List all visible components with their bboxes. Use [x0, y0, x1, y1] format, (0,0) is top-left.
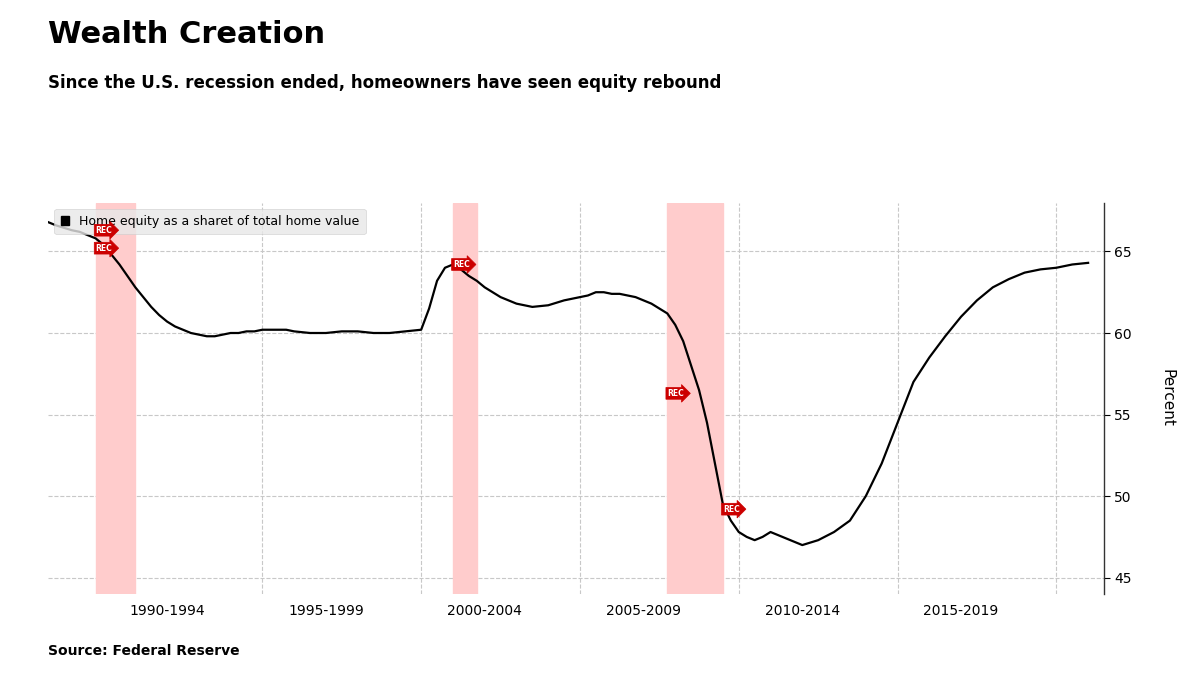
Bar: [452, 202, 476, 594]
Text: REC: REC: [667, 389, 684, 398]
Text: REC: REC: [96, 225, 113, 235]
Text: Source: Federal Reserve: Source: Federal Reserve: [48, 644, 240, 658]
Text: Since the U.S. recession ended, homeowners have seen equity rebound: Since the U.S. recession ended, homeowne…: [48, 74, 721, 92]
Bar: [667, 202, 722, 594]
Text: REC: REC: [452, 260, 469, 269]
Text: REC: REC: [96, 244, 113, 252]
Legend: Home equity as a sharet of total home value: Home equity as a sharet of total home va…: [54, 209, 366, 234]
Text: Wealth Creation: Wealth Creation: [48, 20, 325, 49]
Bar: [96, 202, 136, 594]
Y-axis label: Percent: Percent: [1160, 369, 1175, 427]
Text: REC: REC: [722, 505, 739, 514]
